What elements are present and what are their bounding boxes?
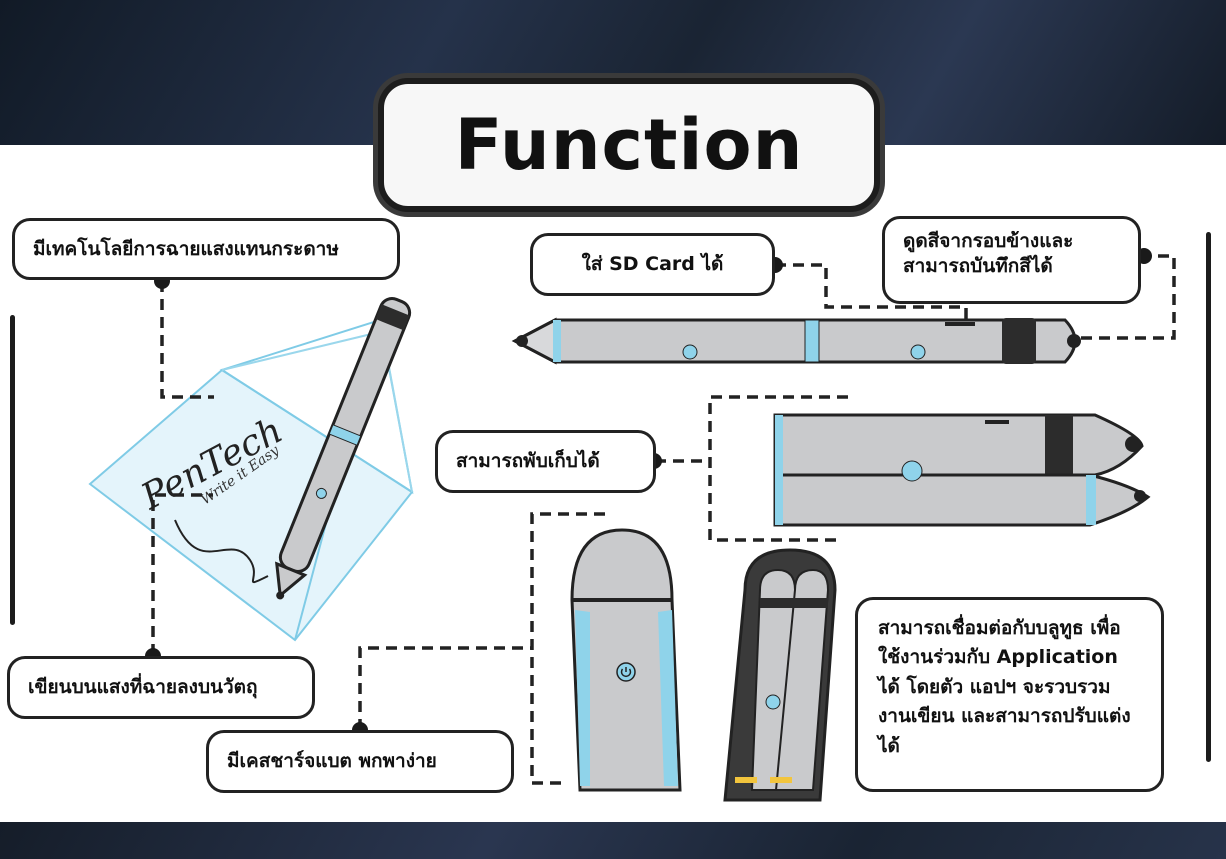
- feature-color-sampling: ดูดสีจากรอบข้างและ สามารถบันทึกสีได้: [882, 216, 1141, 304]
- feature-write-on-light-text: เขียนบนแสงที่ฉายลงบนวัตถุ: [28, 676, 258, 699]
- feature-bluetooth-text: สามารถเชื่อมต่อกับบลูทูธ เพื่อใช้งานร่วม…: [878, 617, 1131, 757]
- long-pen-illustration: [511, 317, 1081, 365]
- feature-charging-case-text: มีเคสชาร์จแบต พกพาง่าย: [227, 750, 437, 773]
- charging-case-open-illustration: [723, 548, 837, 802]
- power-icon: [616, 662, 636, 682]
- feature-charging-case: มีเคสชาร์จแบต พกพาง่าย: [206, 730, 514, 793]
- feature-sd-card-text: ใส่ SD Card ได้: [581, 253, 724, 276]
- connector-lines: [151, 254, 1176, 785]
- page-title: Function: [454, 104, 804, 186]
- footer-background: [0, 822, 1226, 859]
- folded-pen-illustration: [773, 413, 1151, 527]
- feature-color-sampling-text: ดูดสีจากรอบข้างและ สามารถบันทึกสีได้: [903, 230, 1074, 277]
- feature-bluetooth: สามารถเชื่อมต่อกับบลูทูธ เพื่อใช้งานร่วม…: [855, 597, 1164, 792]
- projection-pen-illustration: PenTech Write it Easy: [88, 297, 414, 642]
- title-box: Function: [378, 78, 880, 212]
- feature-projection-tech-text: มีเทคโนโลยีการฉายแสงแทนกระดาษ: [33, 237, 339, 260]
- feature-write-on-light: เขียนบนแสงที่ฉายลงบนวัตถุ: [7, 656, 315, 719]
- charging-case-closed-illustration: [570, 528, 682, 792]
- feature-foldable: สามารถพับเก็บได้: [435, 430, 656, 493]
- left-side-bar: [10, 315, 15, 625]
- right-side-bar: [1206, 232, 1211, 762]
- feature-sd-card: ใส่ SD Card ได้: [530, 233, 775, 296]
- feature-projection-tech: มีเทคโนโลยีการฉายแสงแทนกระดาษ: [12, 218, 400, 280]
- feature-foldable-text: สามารถพับเก็บได้: [456, 450, 600, 473]
